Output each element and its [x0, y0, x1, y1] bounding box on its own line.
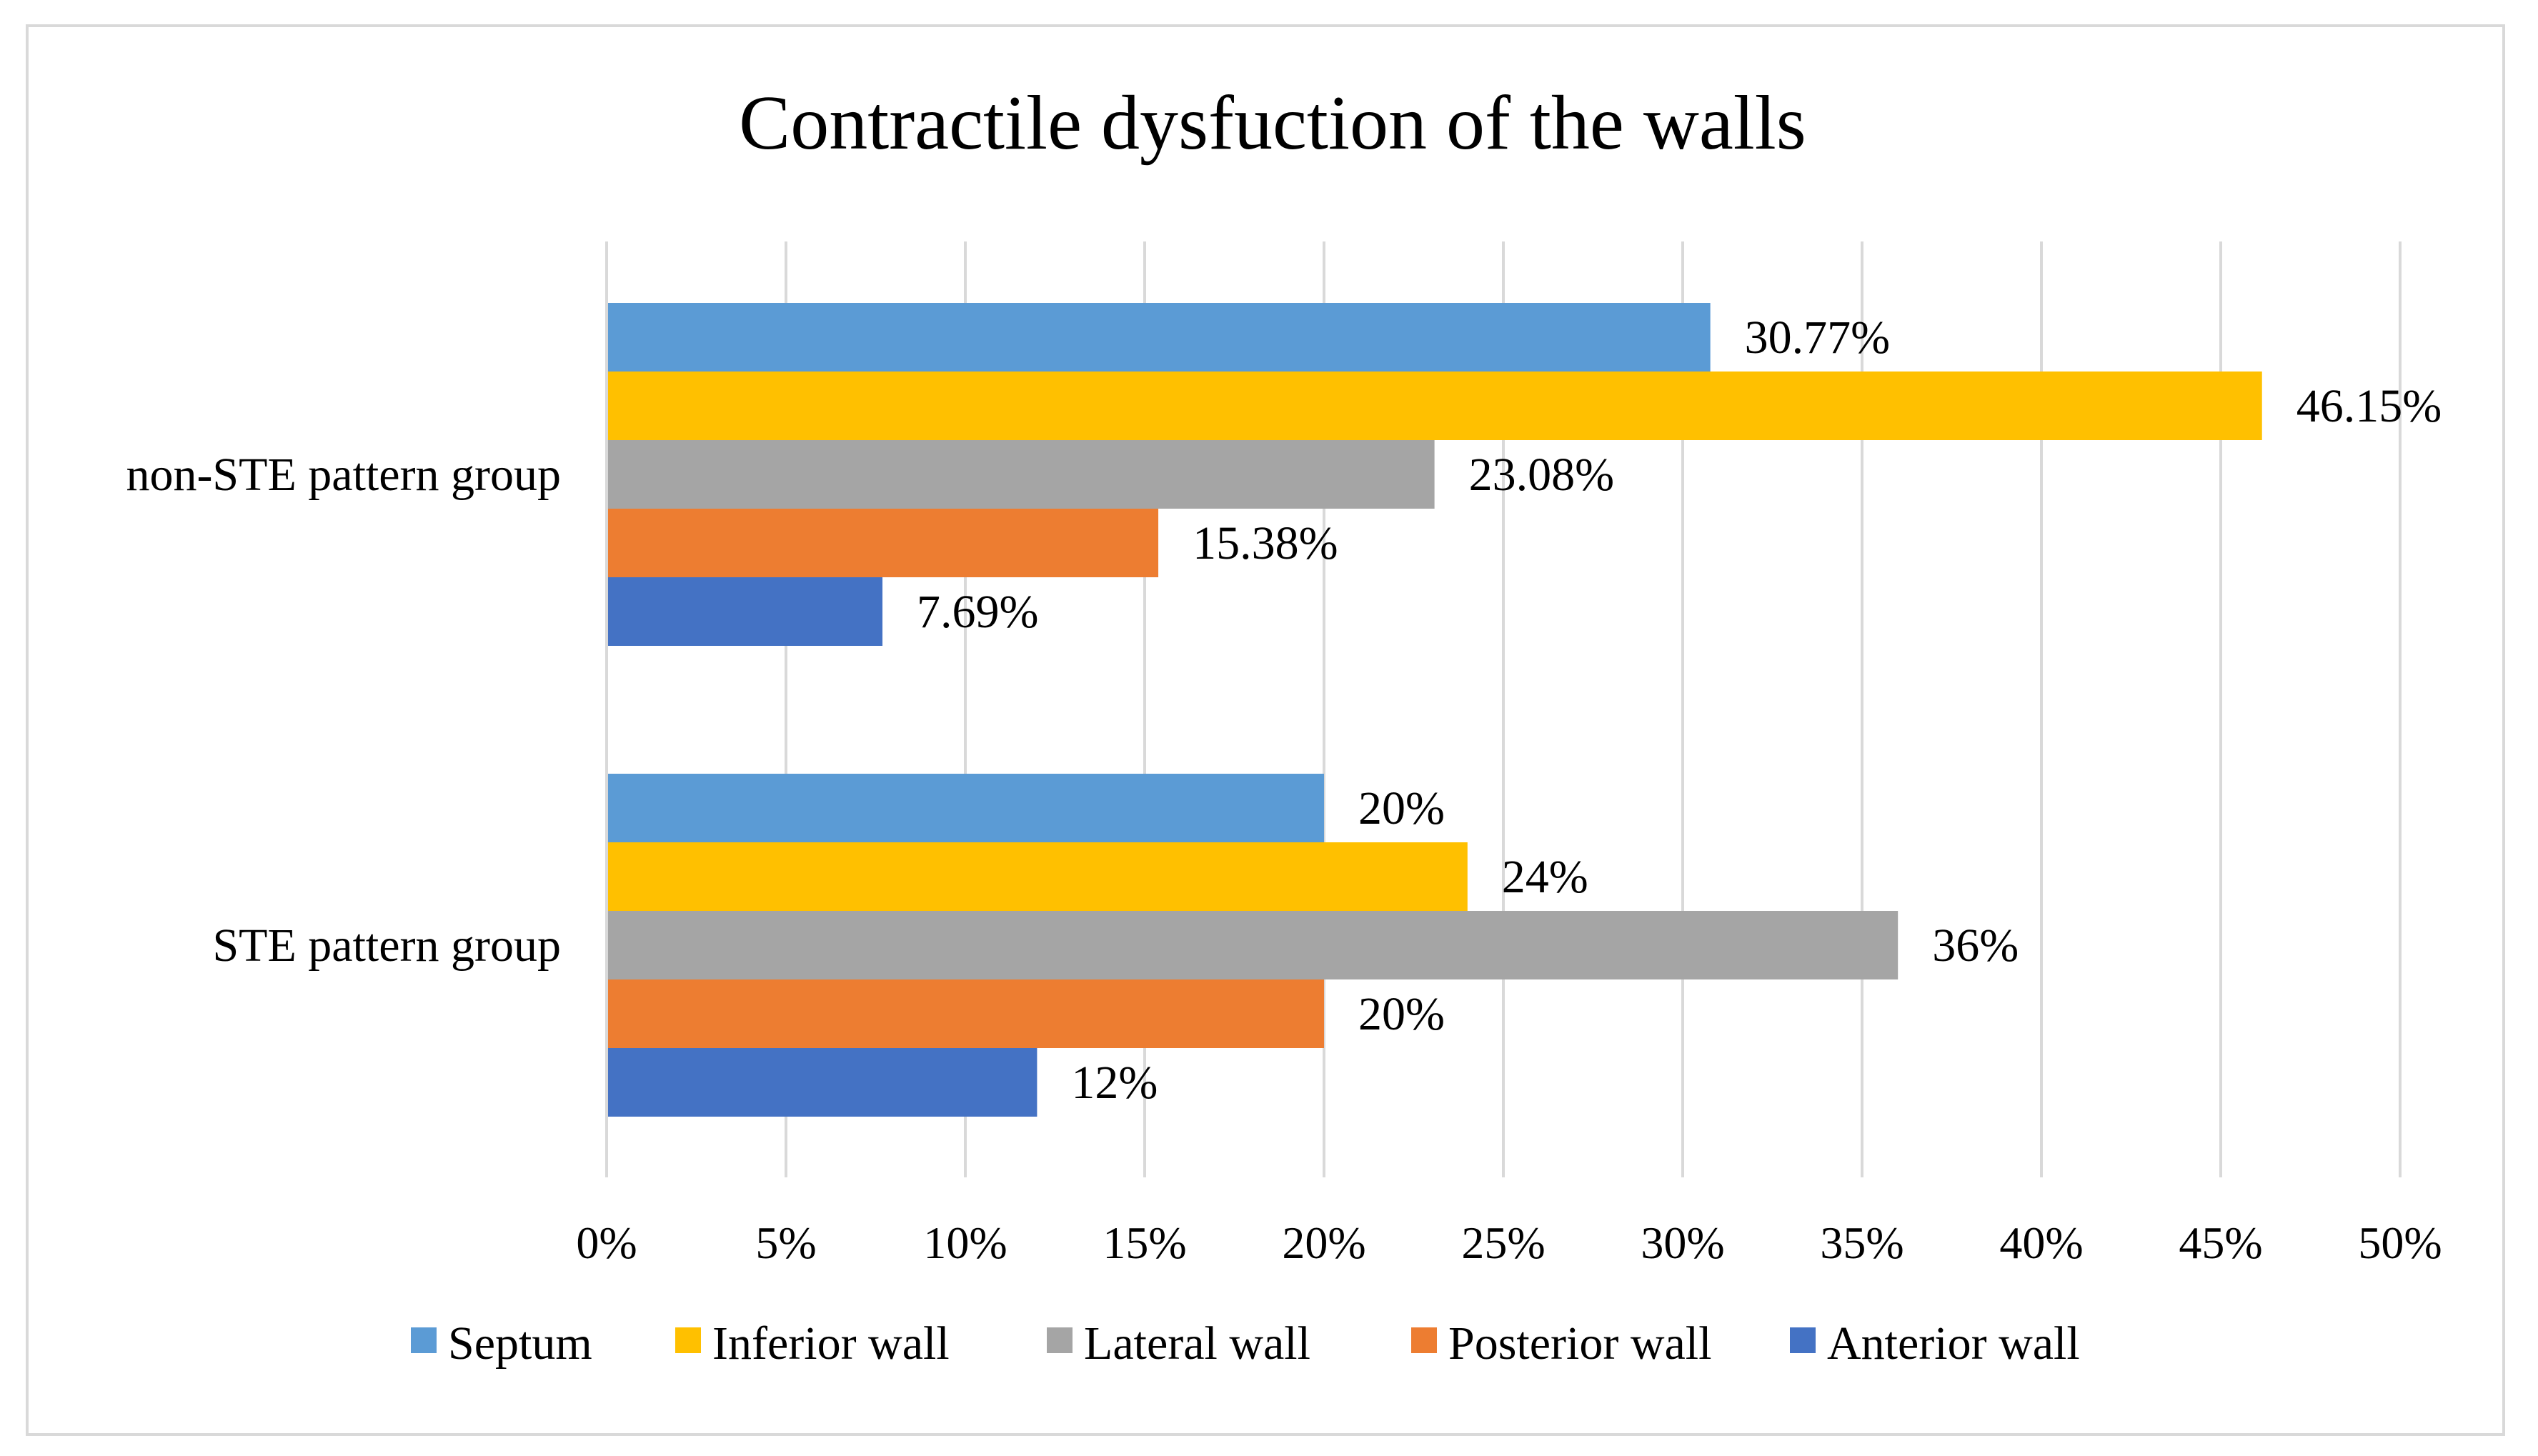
bar-lateral-wall: [607, 911, 1898, 979]
data-label: 15.38%: [1193, 517, 1338, 569]
legend-item: Septum: [411, 1317, 592, 1370]
x-tick-label: 20%: [1282, 1217, 1365, 1268]
legend-item: Inferior wall: [675, 1317, 950, 1370]
x-tick-label: 45%: [2179, 1217, 2262, 1268]
legend-item: Lateral wall: [1047, 1317, 1310, 1370]
data-label: 46.15%: [2296, 380, 2442, 432]
legend-label: Inferior wall: [712, 1317, 950, 1370]
data-label: 20%: [1358, 782, 1445, 834]
x-tick-label: 5%: [755, 1217, 816, 1268]
data-label: 23.08%: [1469, 449, 1614, 501]
data-label: 36%: [1932, 919, 2019, 972]
bar-lateral-wall: [607, 440, 1435, 509]
data-label: 20%: [1358, 988, 1445, 1040]
legend-swatch: [675, 1327, 701, 1353]
legend-swatch: [1411, 1327, 1437, 1353]
chart-title: Contractile dysfuction of the walls: [739, 81, 1806, 166]
x-tick-label: 10%: [923, 1217, 1007, 1268]
bar-septum: [607, 774, 1324, 842]
data-labels: 30.77% 46.15% 23.08% 15.38% 7.69% 20% 24% 36% 20…: [917, 311, 2442, 1109]
x-tick-label: 50%: [2358, 1217, 2442, 1268]
legend-item: Posterior wall: [1411, 1317, 1711, 1370]
x-tick-label: 35%: [1820, 1217, 1903, 1268]
bar-anterior-wall: [607, 577, 883, 646]
category-axis: non-STE pattern group STE pattern group: [126, 241, 608, 1177]
data-label: 12%: [1071, 1057, 1158, 1109]
x-tick-label: 15%: [1103, 1217, 1186, 1268]
bar-posterior-wall: [607, 509, 1159, 577]
data-label: 7.69%: [917, 586, 1038, 638]
x-tick-label: 30%: [1641, 1217, 1724, 1268]
category-label: non-STE pattern group: [126, 449, 561, 501]
legend-item: Anterior wall: [1790, 1317, 2080, 1370]
chart-frame: Contractile dysfuction of the walls 30.7…: [26, 24, 2505, 1436]
bar-posterior-wall: [607, 979, 1324, 1048]
legend-swatch: [411, 1327, 437, 1353]
legend-swatch: [1790, 1327, 1816, 1353]
bar-inferior-wall: [607, 842, 1468, 911]
data-label: 24%: [1502, 851, 1588, 903]
bars: [607, 303, 2262, 1117]
x-tick-label: 25%: [1461, 1217, 1545, 1268]
data-label: 30.77%: [1745, 311, 1890, 364]
legend-swatch: [1047, 1327, 1073, 1353]
bar-septum: [607, 303, 1711, 372]
x-tick-label: 40%: [1999, 1217, 2083, 1268]
legend-label: Septum: [448, 1317, 592, 1370]
bar-anterior-wall: [607, 1048, 1037, 1117]
legend-label: Anterior wall: [1827, 1317, 2080, 1370]
value-axis: 0% 5% 10% 15% 20% 25% 30% 35% 40% 45% 50%: [576, 1217, 2442, 1268]
category-label: STE pattern group: [212, 919, 561, 972]
legend: Septum Inferior wall Lateral wall Posterior…: [411, 1317, 2080, 1370]
chart-svg: Contractile dysfuction of the walls 30.7…: [126, 81, 2442, 1370]
bar-inferior-wall: [607, 372, 2262, 440]
x-tick-label: 0%: [576, 1217, 637, 1268]
legend-label: Posterior wall: [1448, 1317, 1711, 1370]
legend-label: Lateral wall: [1084, 1317, 1310, 1370]
